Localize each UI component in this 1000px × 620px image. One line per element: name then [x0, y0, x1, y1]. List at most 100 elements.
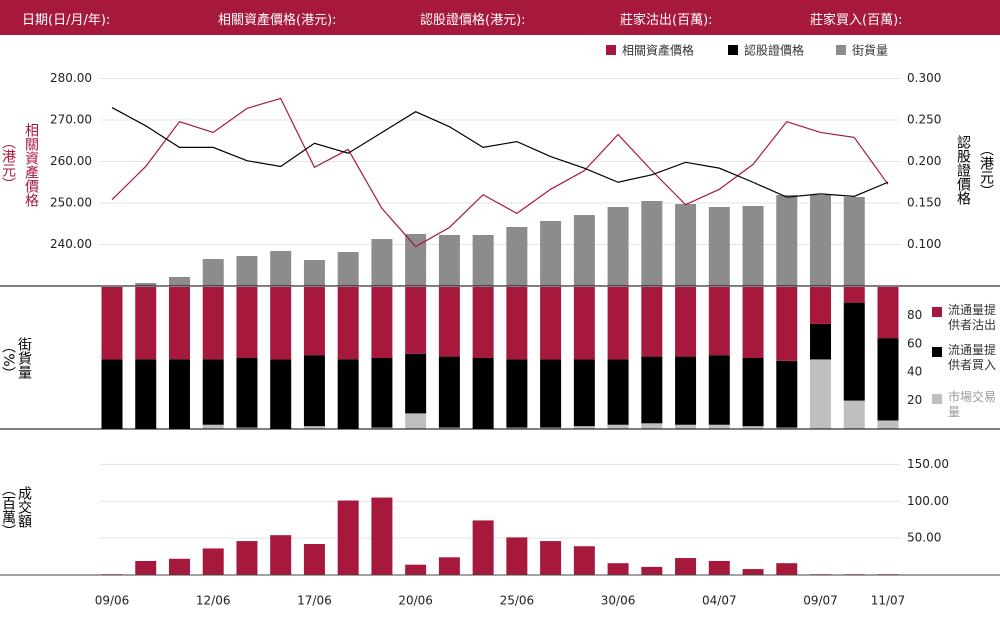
volume-bar — [472, 235, 494, 286]
volume-bar — [810, 195, 832, 286]
stack-segment — [877, 287, 899, 339]
volume-bar — [742, 206, 764, 286]
y-tick-label: 260.00 — [50, 154, 92, 168]
volume-bar — [303, 544, 325, 575]
axis-title: （百萬） — [0, 482, 16, 538]
stack-segment — [708, 424, 730, 429]
price-line — [111, 107, 889, 198]
volume-bar — [573, 215, 595, 286]
axis-title: 認股證價格 — [955, 135, 971, 205]
stack-segment — [540, 287, 562, 360]
header-bar: 日期(日/月/年): 相關資產價格(港元): 認股證價格(港元): 莊家沽出(百萬):… — [0, 0, 1000, 35]
y-tick-label: 20 — [907, 393, 922, 407]
x-tick-label: 30/06 — [601, 594, 636, 608]
y-tick-label: 0.250 — [907, 113, 941, 127]
stack-segment — [843, 400, 865, 429]
x-tick-label: 20/06 — [398, 594, 433, 608]
volume-bar — [168, 558, 190, 575]
axis-title: 相關資產價格 — [23, 123, 39, 207]
stack-segment — [641, 356, 663, 424]
stack-segment — [303, 426, 325, 429]
volume-bar — [708, 207, 730, 286]
stack-segment — [877, 338, 899, 421]
legend-swatch — [932, 394, 942, 404]
stack-segment — [303, 287, 325, 356]
stack-segment — [438, 356, 460, 428]
x-tick-label: 11/07 — [871, 594, 906, 608]
stack-segment — [810, 323, 832, 360]
volume-bar — [438, 557, 460, 575]
volume-bar — [641, 201, 663, 286]
header-field: 莊家買入(百萬): — [810, 13, 903, 28]
y-tick-label: 60 — [907, 336, 922, 350]
stack-segment — [168, 359, 190, 429]
stack-segment — [236, 358, 258, 428]
stack-segment — [641, 287, 663, 357]
volume-bar — [337, 252, 359, 286]
volume-bar — [607, 207, 629, 286]
volume-bar — [236, 541, 258, 575]
y-tick-label: 240.00 — [50, 237, 92, 251]
stack-segment — [438, 427, 460, 429]
y-tick-label: 280.00 — [50, 71, 92, 85]
volume-bar — [540, 541, 562, 575]
x-tick-label: 25/06 — [500, 594, 535, 608]
volume-bar — [607, 563, 629, 575]
axis-title: （港元） — [0, 135, 16, 191]
axis-title: 街貨量 — [16, 337, 32, 379]
stack-segment — [303, 355, 325, 427]
stack-segment — [337, 359, 359, 429]
stack-segment — [371, 287, 393, 358]
volume-bar — [641, 566, 663, 575]
stack-segment — [472, 358, 494, 429]
y-tick-label: 0.300 — [907, 71, 941, 85]
stack-segment — [472, 287, 494, 358]
volume-bar — [675, 204, 697, 286]
price-line — [111, 97, 889, 248]
stack-segment — [573, 359, 595, 427]
y-tick-label: 250.00 — [50, 196, 92, 210]
volume-bar — [506, 227, 528, 286]
volume-bar — [337, 500, 359, 575]
stack-segment — [843, 302, 865, 401]
legend-label: 相關資產價格 — [622, 43, 694, 58]
stack-segment — [810, 359, 832, 429]
volume-bar — [776, 563, 798, 575]
header-field: 莊家沽出(百萬): — [620, 13, 713, 28]
stack-segment — [371, 358, 393, 428]
stack-segment — [506, 427, 528, 429]
y-tick-label: 80 — [907, 308, 922, 322]
stack-segment — [776, 287, 798, 361]
stack-segment — [776, 427, 798, 429]
legend-swatch — [932, 307, 942, 317]
volume-bar — [270, 535, 292, 575]
stack-segment — [607, 424, 629, 429]
axis-title: 成交額 — [16, 486, 32, 528]
stack-segment — [540, 359, 562, 428]
volume-bar — [135, 283, 157, 286]
y-tick-label: 150.00 — [907, 457, 949, 471]
stack-segment — [607, 359, 629, 425]
volume-bar — [675, 558, 697, 575]
x-tick-label: 09/07 — [803, 594, 838, 608]
y-tick-label: 0.100 — [907, 237, 941, 251]
header-field: 日期(日/月/年): — [22, 13, 111, 28]
stack-segment — [236, 427, 258, 429]
header-field: 相關資產價格(港元): — [218, 13, 337, 28]
legend-label: 認股證價格 — [744, 43, 804, 58]
stack-segment — [337, 287, 359, 360]
stack-segment — [101, 359, 123, 429]
volume-bar — [236, 256, 258, 286]
volume-bar — [438, 235, 460, 286]
stack-segment — [135, 359, 157, 429]
volume-bar — [776, 195, 798, 286]
stack-segment — [135, 287, 157, 360]
stack-segment — [438, 287, 460, 357]
volume-bar — [371, 497, 393, 575]
legend-swatch — [836, 45, 846, 55]
volume-bar — [405, 564, 427, 575]
stack-segment — [810, 287, 832, 324]
volume-bar — [472, 520, 494, 575]
x-tick-label: 04/07 — [702, 594, 737, 608]
